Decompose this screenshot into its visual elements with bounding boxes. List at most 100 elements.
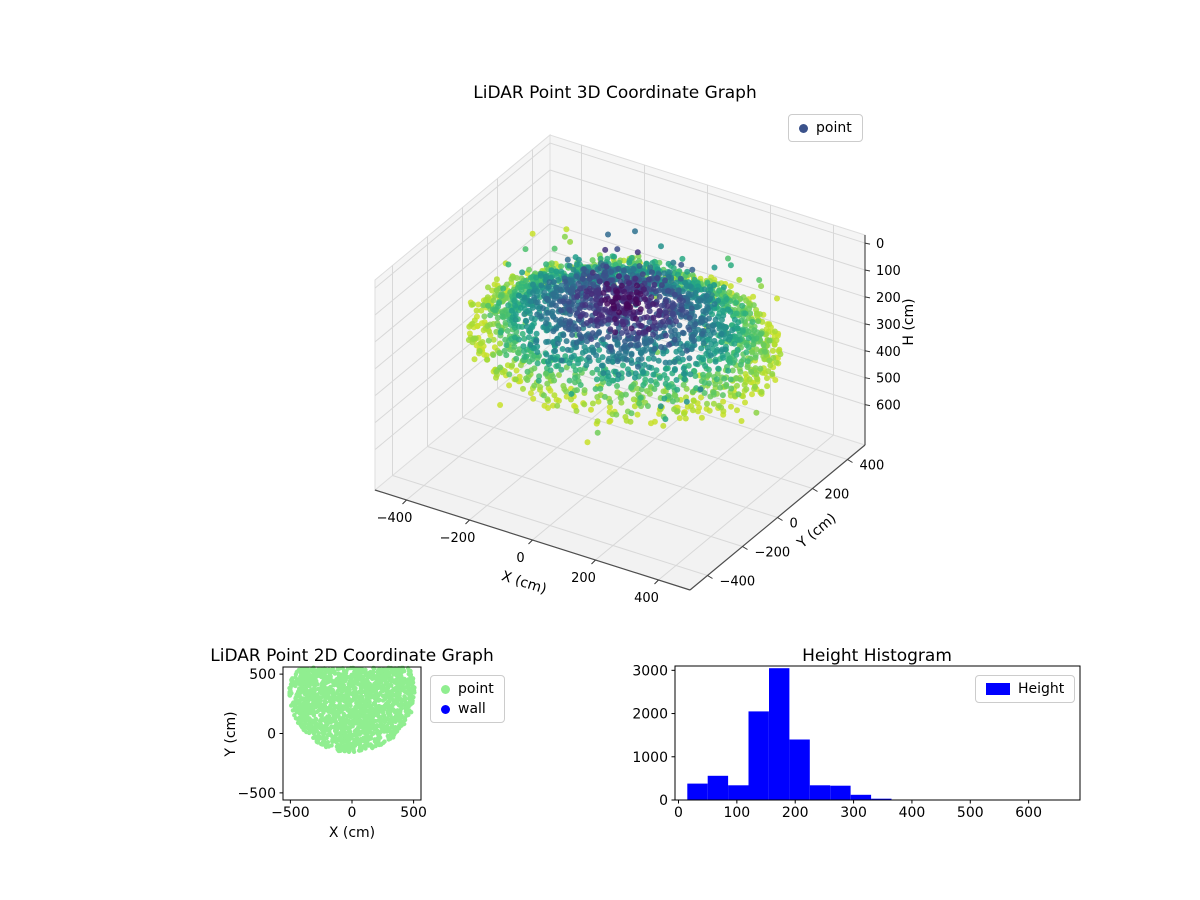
lidar-point-3d [573,273,580,280]
lidar-point-2d [300,688,305,693]
lidar-point-3d [484,356,490,363]
grid-line [374,223,551,370]
lidar-point-3d [623,356,630,363]
lidar-point-3d [752,383,758,390]
lidar-point-3d [543,295,550,302]
lidar-point-3d [733,351,740,358]
lidar-point-2d [393,680,399,686]
lidar-point-3d [481,313,488,320]
lidar-point-3d [737,368,744,375]
lidar-point-3d [541,402,548,409]
legend2d-point-marker [441,684,450,694]
lidar-point-2d [292,713,297,718]
lidar-point-2d [385,672,391,677]
lidar-point-2d [344,669,349,674]
lidar-point-2d [358,693,363,699]
lidar-point-2d [312,685,317,690]
lidar-point-3d [733,310,740,317]
lidar-point-2d [369,718,375,724]
lidar-point-3d [698,318,705,325]
lidar-point-3d [554,340,561,347]
lidar-point-2d [311,731,317,736]
lidar-point-3d [526,266,533,273]
lidar-point-3d [511,343,518,350]
lidar-point-2d [373,740,379,745]
lidar-point-3d [497,293,504,300]
lidar-point-2d [328,732,333,738]
lidar-point-2d [356,677,361,682]
lidar-point-3d [632,275,639,282]
lidar-point-3d [520,343,527,350]
lidar-point-3d [673,377,680,383]
plot2d-y-axis-label: Y (cm) [223,711,239,757]
lidar-point-3d [711,301,718,308]
lidar-point-3d [638,322,645,329]
lidar-point-3d [626,294,633,301]
lidar-point-3d [490,297,497,304]
lidar-point-3d [636,258,643,264]
lidar-point-3d [674,408,680,415]
lidar-point-2d [350,732,355,738]
lidar-point-3d [574,387,580,394]
point-cloud-3d [465,226,784,446]
lidar-point-2d [326,679,332,684]
lidar-point-3d [731,340,738,347]
lidar-point-3d [596,346,603,353]
lidar-point-2d [295,720,301,725]
lidar-point-3d [634,249,641,256]
lidar-point-2d [330,739,335,744]
lidar-point-3d [729,367,736,374]
lidar-point-2d [337,666,342,671]
lidar-point-3d [566,360,573,366]
lidar-point-2d [355,720,360,725]
lidar-point-2d [391,725,396,730]
lidar-point-3d [650,371,657,378]
lidar-point-3d [645,326,652,333]
hist-bar [748,711,769,800]
lidar-point-2d [384,694,390,699]
lidar-point-3d [530,395,537,402]
lidar-point-3d [743,386,750,393]
x-tick [465,519,470,525]
lidar-point-2d [311,720,317,725]
lidar-point-2d [401,696,407,702]
legend3d-point-marker [799,123,808,133]
lidar-point-3d [713,376,720,383]
lidar-point-3d [605,316,612,323]
lidar-point-3d [753,310,760,317]
lidar-point-3d [628,351,635,358]
lidar-point-3d [669,310,676,317]
lidar-point-3d [756,277,763,283]
lidar-point-2d [298,711,304,717]
lidar-point-3d [750,341,757,348]
lidar-point-3d [637,306,644,313]
lidar-point-3d [696,354,703,361]
lidar-point-3d [594,418,601,425]
lidar-point-3d [681,410,688,417]
lidar-point-3d [689,271,696,278]
lidar-point-3d [552,347,559,354]
lidar-point-2d [291,681,297,686]
lidar-point-3d [548,260,555,267]
lidar-point-3d [562,278,569,285]
lidar-point-3d [671,291,678,298]
lidar-point-3d [625,366,631,373]
lidar-point-3d [690,407,696,414]
lidar-point-3d [658,344,665,350]
lidar-point-2d [314,739,319,744]
lidar-point-3d [602,272,609,279]
lidar-point-3d [519,330,526,337]
lidar-point-3d [744,358,751,365]
lidar-point-3d [642,347,649,354]
lidar-point-2d [380,693,385,698]
lidar-point-3d [658,282,665,289]
lidar-point-3d [564,256,571,263]
lidar-point-2d [330,701,335,706]
lidar-point-2d [381,725,386,731]
lidar-point-3d [570,266,577,273]
lidar-point-2d [385,716,390,721]
lidar-point-3d [563,388,570,395]
lidar-point-3d [687,371,694,378]
lidar-point-2d [349,680,354,685]
